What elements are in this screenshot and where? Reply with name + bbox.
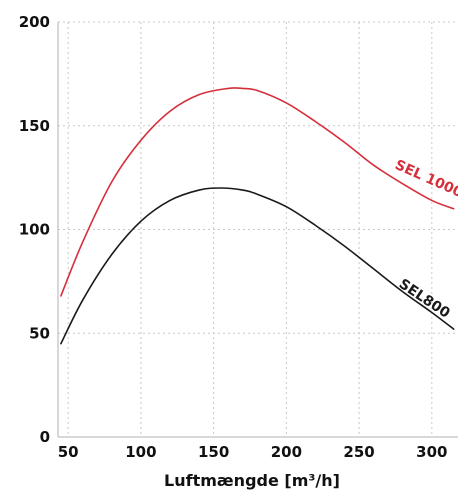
y-tick-label: 50: [29, 324, 50, 342]
x-tick-label: 150: [198, 443, 229, 461]
y-tick-label: 150: [19, 117, 50, 135]
x-tick-label: 50: [58, 443, 79, 461]
tick-labels: 0 50 100 150 200 50 100 150 200 250 300: [19, 13, 448, 461]
series-line-sel800: [60, 187, 455, 345]
y-tick-label: 0: [40, 428, 50, 446]
y-tick-label: 100: [19, 221, 50, 239]
x-tick-label: 300: [416, 443, 447, 461]
x-tick-label: 200: [271, 443, 302, 461]
series-lines: [60, 87, 455, 345]
x-axis-title: Luftmængde [m³/h]: [164, 471, 340, 490]
y-tick-label: 200: [19, 13, 50, 31]
x-tick-label: 100: [125, 443, 156, 461]
series-label-sel800: SEL800: [396, 276, 453, 322]
series-label-sel-1000: SEL 1000: [392, 157, 458, 201]
x-tick-label: 250: [343, 443, 374, 461]
series-labels: SEL 1000 SEL800: [392, 157, 458, 322]
series-line-sel-1000: [60, 87, 455, 297]
axes: [57, 22, 458, 438]
grid: [58, 21, 458, 437]
